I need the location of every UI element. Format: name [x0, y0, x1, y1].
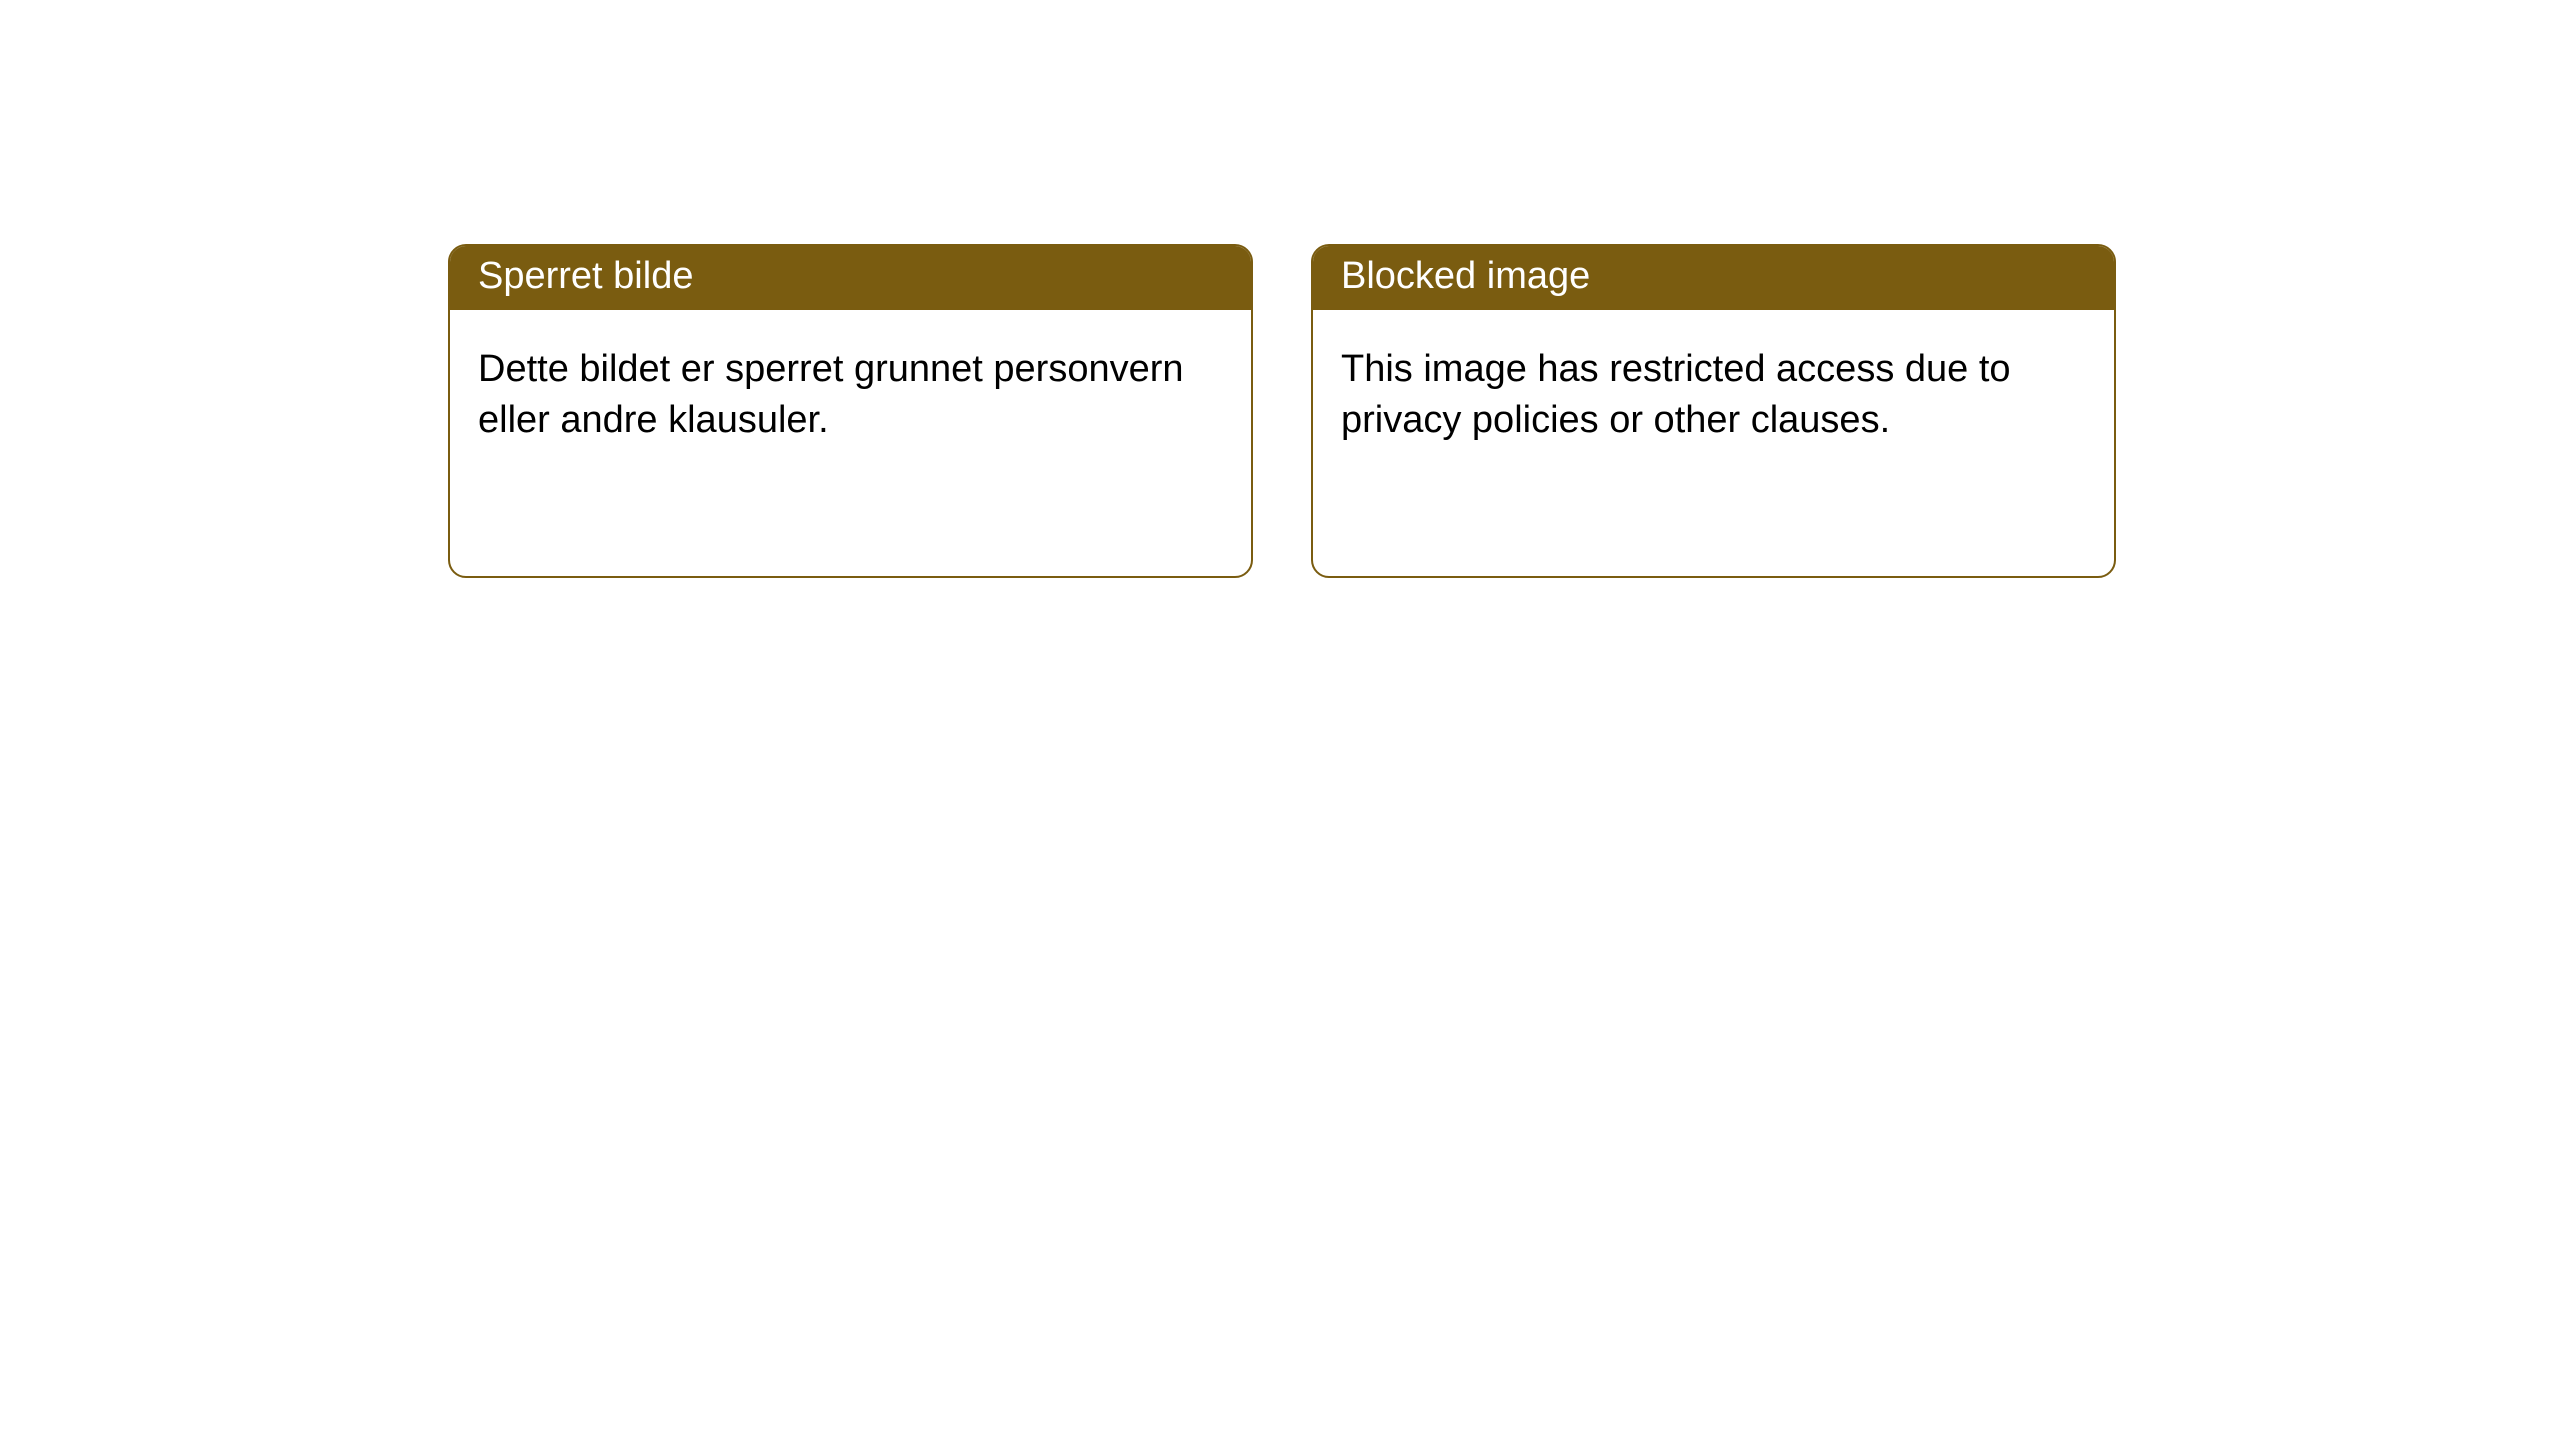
notice-title: Blocked image	[1313, 246, 2114, 310]
notice-card-english: Blocked image This image has restricted …	[1311, 244, 2116, 578]
notice-body: This image has restricted access due to …	[1313, 310, 2114, 481]
notice-body: Dette bildet er sperret grunnet personve…	[450, 310, 1251, 481]
notice-title: Sperret bilde	[450, 246, 1251, 310]
notice-container: Sperret bilde Dette bildet er sperret gr…	[0, 0, 2560, 578]
notice-card-norwegian: Sperret bilde Dette bildet er sperret gr…	[448, 244, 1253, 578]
